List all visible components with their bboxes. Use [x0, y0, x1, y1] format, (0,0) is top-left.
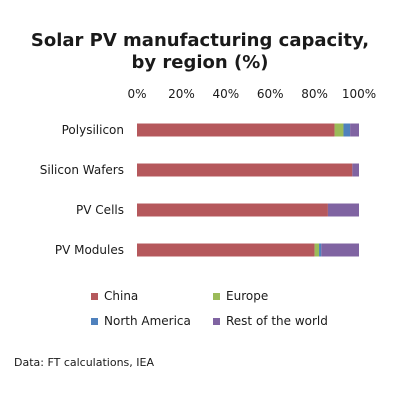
bars	[137, 123, 359, 257]
category-label: PV Modules	[55, 243, 124, 257]
x-tick-label: 100%	[342, 87, 376, 101]
bar-segment-rest-of-the-world	[352, 163, 359, 177]
bar-segment-china	[137, 123, 335, 137]
x-tick-label: 80%	[301, 87, 328, 101]
bar-segment-north-america	[319, 243, 322, 257]
category-label: PV Cells	[76, 203, 124, 217]
bar-segment-rest-of-the-world	[327, 203, 359, 217]
chart-title-line-2: by region (%)	[131, 52, 269, 73]
chart-title-line-1: Solar PV manufacturing capacity,	[30, 30, 370, 51]
bar-segment-europe	[334, 123, 344, 137]
bar-segment-rest-of-the-world	[350, 123, 359, 137]
legend: China Europe North America Rest of the worl…	[91, 289, 328, 328]
category-label: Polysilicon	[62, 123, 124, 137]
chart-title: Solar PV manufacturing capacity, by regi…	[0, 30, 400, 74]
bar-segment-europe	[314, 243, 320, 257]
bar-segment-north-america	[343, 123, 351, 137]
bar-segment-china	[137, 163, 353, 177]
legend-swatch	[213, 293, 220, 300]
x-tick-label: 0%	[127, 87, 146, 101]
bar-segment-china	[137, 243, 315, 257]
legend-label: Rest of the world	[226, 314, 328, 328]
x-tick-label: 60%	[257, 87, 284, 101]
x-tick-label: 40%	[212, 87, 239, 101]
legend-label: North America	[104, 314, 191, 328]
category-label: Silicon Wafers	[40, 163, 124, 177]
legend-swatch	[213, 318, 220, 325]
source-note: Data: FT calculations, IEA	[14, 356, 154, 369]
legend-swatch	[91, 293, 98, 300]
legend-swatch	[91, 318, 98, 325]
bar-segment-rest-of-the-world	[321, 243, 359, 257]
x-axis-ticks: 0% 20% 40% 60% 80% 100%	[127, 87, 376, 101]
category-labels: Polysilicon Silicon Wafers PV Cells PV Modu…	[40, 123, 124, 257]
legend-label: China	[104, 289, 138, 303]
x-tick-label: 20%	[168, 87, 195, 101]
bar-segment-china	[137, 203, 328, 217]
legend-label: Europe	[226, 289, 268, 303]
